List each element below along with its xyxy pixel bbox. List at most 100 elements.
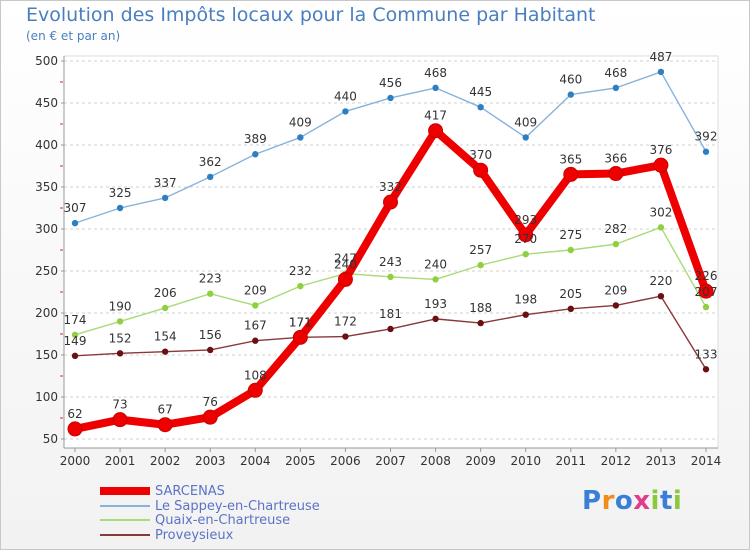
data-label: 365 [559, 152, 582, 166]
y-tick-label: 50 [43, 432, 58, 446]
data-label: 392 [695, 130, 718, 144]
plot-area [63, 55, 719, 449]
data-label: 156 [199, 328, 222, 342]
data-label: 325 [109, 186, 132, 200]
data-label: 209 [244, 283, 267, 297]
y-tick-label: 150 [35, 348, 58, 362]
data-point [567, 305, 574, 312]
data-point [432, 315, 439, 323]
data-point [387, 325, 394, 333]
data-label: 223 [199, 272, 222, 286]
data-label: 293 [514, 213, 537, 227]
data-point [518, 227, 534, 243]
logo-letter: r [601, 486, 615, 516]
data-label: 468 [424, 66, 447, 80]
data-label: 456 [379, 76, 402, 90]
data-label: 181 [379, 307, 402, 321]
data-point [207, 290, 214, 297]
x-tick-label: 2009 [465, 454, 496, 468]
data-point [702, 148, 710, 155]
data-point [432, 84, 439, 92]
data-label: 409 [514, 115, 537, 129]
data-point [116, 350, 124, 357]
data-label: 154 [154, 330, 177, 344]
data-label: 417 [424, 109, 447, 123]
data-label: 232 [289, 264, 312, 278]
data-point [702, 366, 710, 373]
data-label: 193 [424, 297, 447, 311]
data-point [567, 91, 574, 98]
legend-label: Le Sappey-en-Chartreuse [155, 498, 320, 514]
data-point [702, 303, 710, 311]
x-tick-label: 2005 [285, 454, 316, 468]
data-label: 362 [199, 155, 222, 169]
logo-letter: x [633, 486, 651, 516]
data-label: 240 [424, 257, 447, 271]
legend-swatch [100, 487, 150, 495]
data-label: 198 [514, 293, 537, 307]
data-label: 307 [64, 201, 87, 215]
y-tick-label: 400 [35, 138, 58, 152]
data-label: 205 [559, 287, 582, 301]
data-label: 376 [649, 143, 672, 157]
data-label: 240 [334, 257, 357, 271]
data-label: 174 [64, 313, 87, 327]
data-label: 332 [379, 180, 402, 194]
data-label: 209 [604, 283, 627, 297]
data-point [207, 346, 214, 354]
data-point [161, 304, 169, 312]
x-tick-label: 2001 [105, 454, 136, 468]
data-point [567, 246, 574, 254]
x-tick-label: 2004 [240, 454, 271, 468]
data-point [67, 421, 83, 437]
y-tick-label: 350 [35, 180, 58, 194]
logo-letter: i [672, 486, 683, 516]
data-label: 487 [649, 50, 672, 64]
data-point [657, 293, 665, 300]
data-point [337, 271, 353, 287]
proxiti-logo: Proxiti [582, 486, 682, 516]
x-tick-label: 2002 [150, 454, 181, 468]
logo-letter: P [582, 486, 602, 516]
data-label: 389 [244, 132, 267, 146]
data-label: 152 [109, 331, 132, 345]
y-tick-label: 200 [35, 306, 58, 320]
logo-letter: i [650, 486, 660, 516]
data-label: 270 [514, 232, 537, 246]
data-label: 220 [649, 274, 672, 288]
data-point [477, 319, 484, 327]
data-point [612, 84, 620, 92]
data-label: 257 [469, 243, 492, 257]
data-label: 226 [695, 269, 718, 283]
data-point [477, 104, 484, 111]
data-point [563, 166, 579, 182]
data-label: 206 [154, 286, 177, 300]
y-tick-label: 100 [35, 390, 58, 404]
data-label: 275 [559, 228, 582, 242]
data-point [342, 333, 349, 340]
data-label: 440 [334, 89, 357, 103]
data-point [477, 261, 484, 269]
data-point [612, 240, 620, 248]
data-label: 171 [289, 315, 312, 329]
data-point [428, 123, 444, 139]
data-point [252, 337, 259, 344]
data-point [522, 134, 529, 141]
data-label: 76 [203, 395, 218, 409]
legend-swatch [100, 504, 150, 507]
data-point [116, 318, 124, 325]
data-point [202, 409, 218, 425]
data-point [387, 273, 394, 281]
data-point [297, 282, 304, 290]
data-label: 409 [289, 115, 312, 129]
x-tick-label: 2011 [556, 454, 587, 468]
data-label: 108 [244, 368, 267, 382]
data-label: 370 [469, 148, 492, 162]
data-point [292, 329, 308, 345]
legend-label: SARCENAS [155, 484, 225, 499]
chart-subtitle: (en € et par an) [26, 29, 121, 43]
data-label: 62 [67, 407, 82, 421]
data-point [157, 417, 173, 433]
data-point [112, 412, 128, 428]
